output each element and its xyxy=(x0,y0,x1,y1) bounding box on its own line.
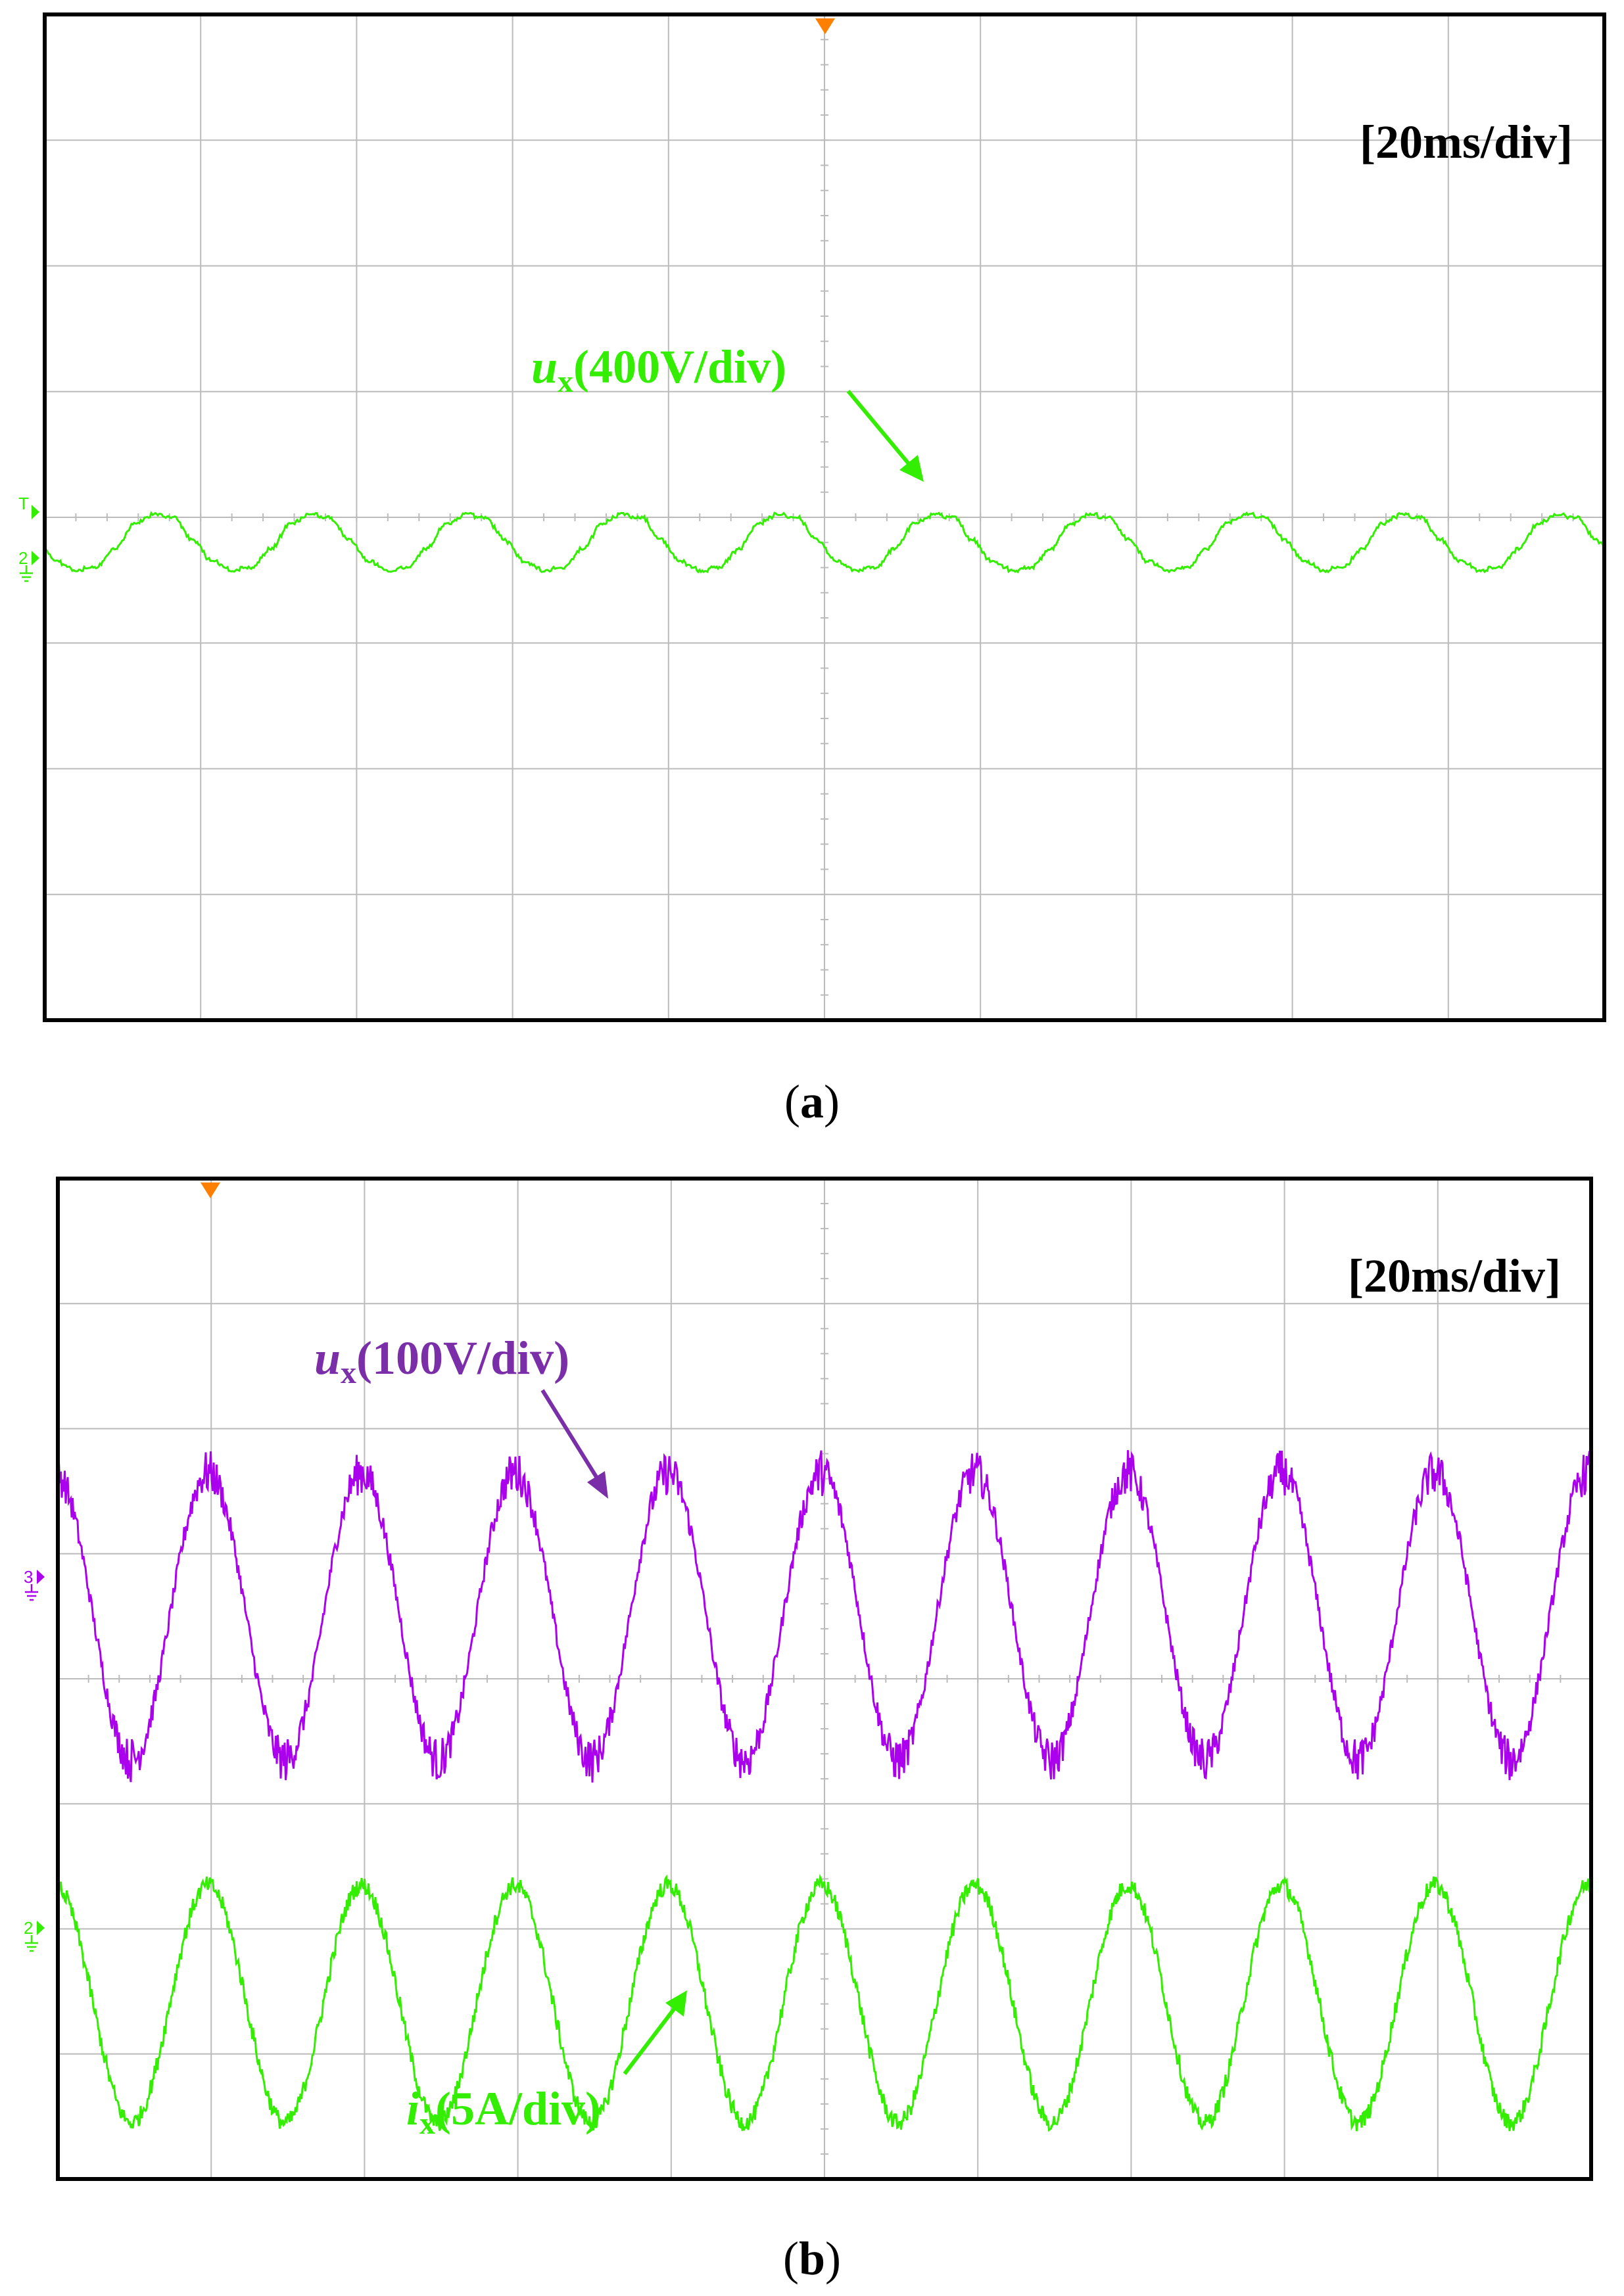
trace-b-ux xyxy=(57,1450,1592,1783)
panel-b-caption: (b) xyxy=(783,2232,841,2285)
arrow-b-i xyxy=(623,2003,679,2075)
arrow-b-i-head xyxy=(665,1990,687,2017)
series-a-name: u xyxy=(531,340,558,393)
panel-b: [20ms/div] ux(100V/div) ix(5A/div) 3 2 (… xyxy=(24,1177,1593,2285)
series-a-scale: (400V/div) xyxy=(573,340,786,393)
channel-2-arrow-a xyxy=(32,551,39,565)
timebase-a: [20ms/div] xyxy=(1360,116,1573,168)
series-b-u-scale: (100V/div) xyxy=(356,1332,569,1384)
panel-a: [20ms/div] ux(400V/div) T 2 (a) xyxy=(18,12,1606,1128)
channel-3-arrow-b xyxy=(37,1570,45,1584)
series-b-i-subscript: x xyxy=(419,2106,435,2141)
panel-a-frame xyxy=(43,12,1606,1022)
series-label-b-ix: ix(5A/div) xyxy=(406,2082,601,2141)
trigger-marker-b xyxy=(201,1183,220,1198)
ground-icon-a xyxy=(20,565,33,582)
panel-a-letter: a xyxy=(800,1075,824,1128)
series-b-i-name: i xyxy=(406,2082,419,2135)
panel-b-frame xyxy=(56,1177,1593,2181)
timebase-b: [20ms/div] xyxy=(1348,1250,1561,1302)
arrow-b-u xyxy=(540,1389,602,1484)
arrow-a-head xyxy=(899,455,924,482)
channel-2-marker-b: 2 xyxy=(24,1918,33,1938)
series-b-u-name: u xyxy=(314,1332,341,1384)
grid-b xyxy=(58,1179,1591,2179)
arrow-a xyxy=(846,390,916,471)
channel-2-marker-a: 2 xyxy=(18,548,28,568)
series-a-subscript: x xyxy=(558,364,573,399)
ground-icon-b-u xyxy=(25,1584,38,1601)
trace-a-ux xyxy=(44,511,1606,574)
trigger-level-marker: T xyxy=(18,494,29,513)
panel-b-letter: b xyxy=(799,2232,825,2285)
series-label-b-ux: ux(100V/div) xyxy=(314,1332,569,1390)
series-b-u-subscript: x xyxy=(341,1355,356,1390)
panel-a-caption: (a) xyxy=(784,1075,840,1128)
ground-icon-b-i xyxy=(25,1935,38,1952)
channel-2-arrow-b xyxy=(37,1921,45,1935)
series-label-a-ux: ux(400V/div) xyxy=(531,340,786,399)
grid-a xyxy=(45,14,1604,1020)
arrow-b-u-head xyxy=(587,1471,608,1499)
trigger-marker-a xyxy=(815,18,835,34)
channel-3-marker-b: 3 xyxy=(24,1567,33,1587)
series-b-i-scale: (5A/div) xyxy=(435,2082,601,2135)
trigger-level-arrow xyxy=(32,505,39,519)
trace-b-ix xyxy=(57,1873,1592,2132)
